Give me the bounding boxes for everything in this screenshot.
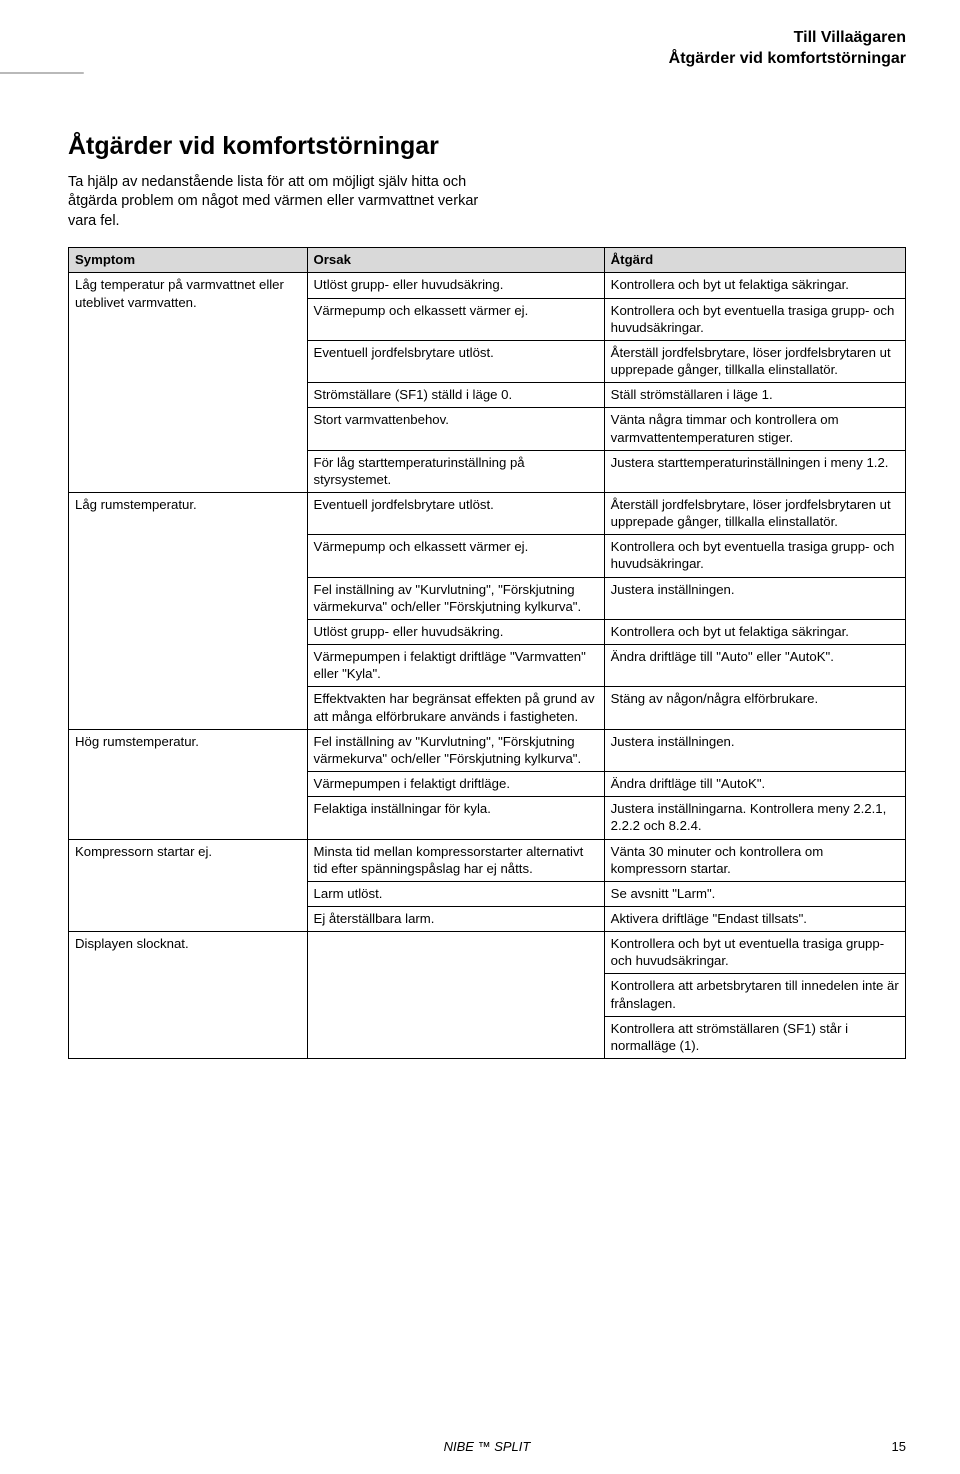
top-rule [0, 72, 84, 74]
cell-orsak: Larm utlöst. [307, 881, 604, 906]
cell-orsak: Värmepump och elkassett värmer ej. [307, 535, 604, 577]
troubleshoot-table: Symptom Orsak Åtgärd Låg temperatur på v… [68, 247, 906, 1059]
cell-orsak: Värmepump och elkassett värmer ej. [307, 298, 604, 340]
footer-page-number: 15 [866, 1439, 906, 1454]
cell-symptom: Displayen slocknat. [69, 932, 308, 1059]
page-title: Åtgärder vid komfortstörningar [68, 132, 906, 161]
th-atgard: Åtgärd [604, 248, 905, 273]
cell-atgard: Stäng av någon/några elförbrukare. [604, 687, 905, 729]
cell-atgard: Kontrollera att arbetsbrytaren till inne… [604, 974, 905, 1016]
cell-orsak: Strömställare (SF1) ställd i läge 0. [307, 383, 604, 408]
th-symptom: Symptom [69, 248, 308, 273]
table-row: Hög rumstemperatur.Fel inställning av "K… [69, 729, 906, 771]
cell-orsak: Utlöst grupp- eller huvudsäkring. [307, 619, 604, 644]
cell-atgard: Se avsnitt "Larm". [604, 881, 905, 906]
cell-orsak: Ej återställbara larm. [307, 906, 604, 931]
cell-atgard: Kontrollera och byt ut eventuella trasig… [604, 932, 905, 974]
footer-center: NIBE ™ SPLIT [108, 1439, 866, 1454]
cell-atgard: Justera inställningen. [604, 577, 905, 619]
table-row: Låg rumstemperatur.Eventuell jordfelsbry… [69, 493, 906, 535]
cell-symptom: Hög rumstemperatur. [69, 729, 308, 839]
cell-atgard: Ändra driftläge till "Auto" eller "AutoK… [604, 645, 905, 687]
cell-atgard: Ändra driftläge till "AutoK". [604, 772, 905, 797]
cell-orsak: Fel inställning av "Kurvlutning", "Försk… [307, 577, 604, 619]
header-line1: Till Villaägaren [68, 28, 906, 49]
cell-symptom: Låg temperatur på varmvattnet eller uteb… [69, 273, 308, 493]
cell-atgard: Kontrollera och byt eventuella trasiga g… [604, 298, 905, 340]
cell-symptom: Låg rumstemperatur. [69, 493, 308, 730]
cell-symptom: Kompressorn startar ej. [69, 839, 308, 932]
cell-orsak: Eventuell jordfelsbrytare utlöst. [307, 493, 604, 535]
table-header-row: Symptom Orsak Åtgärd [69, 248, 906, 273]
cell-atgard: Återställ jordfelsbrytare, löser jordfel… [604, 340, 905, 382]
cell-orsak: Fel inställning av "Kurvlutning", "Försk… [307, 729, 604, 771]
cell-orsak: Värmepumpen i felaktigt driftläge. [307, 772, 604, 797]
footer: NIBE ™ SPLIT 15 [68, 1409, 906, 1454]
cell-atgard: Kontrollera och byt ut felaktiga säkring… [604, 273, 905, 298]
table-row: Displayen slocknat.Kontrollera och byt u… [69, 932, 906, 974]
cell-orsak [307, 932, 604, 1059]
cell-orsak: Effektvakten har begränsat effekten på g… [307, 687, 604, 729]
table-row: Låg temperatur på varmvattnet eller uteb… [69, 273, 906, 298]
cell-atgard: Vänta några timmar och kontrollera om va… [604, 408, 905, 450]
cell-atgard: Kontrollera att strömställaren (SF1) stå… [604, 1016, 905, 1058]
cell-orsak: Utlöst grupp- eller huvudsäkring. [307, 273, 604, 298]
th-orsak: Orsak [307, 248, 604, 273]
cell-atgard: Justera starttemperaturinställningen i m… [604, 450, 905, 492]
cell-atgard: Justera inställningarna. Kontrollera men… [604, 797, 905, 839]
cell-orsak: Felaktiga inställningar för kyla. [307, 797, 604, 839]
cell-atgard: Ställ strömställaren i läge 1. [604, 383, 905, 408]
cell-atgard: Återställ jordfelsbrytare, löser jordfel… [604, 493, 905, 535]
cell-atgard: Kontrollera och byt eventuella trasiga g… [604, 535, 905, 577]
header-block: Till Villaägaren Åtgärder vid komfortstö… [68, 28, 906, 70]
cell-orsak: För låg starttemperaturinställning på st… [307, 450, 604, 492]
cell-atgard: Aktivera driftläge "Endast tillsats". [604, 906, 905, 931]
header-line2: Åtgärder vid komfortstörningar [68, 49, 906, 70]
intro-paragraph: Ta hjälp av nedanstående lista för att o… [68, 173, 508, 232]
cell-atgard: Kontrollera och byt ut felaktiga säkring… [604, 619, 905, 644]
cell-orsak: Minsta tid mellan kompressorstarter alte… [307, 839, 604, 881]
cell-atgard: Vänta 30 minuter och kontrollera om komp… [604, 839, 905, 881]
table-row: Kompressorn startar ej.Minsta tid mellan… [69, 839, 906, 881]
cell-orsak: Värmepumpen i felaktigt driftläge "Varmv… [307, 645, 604, 687]
cell-orsak: Eventuell jordfelsbrytare utlöst. [307, 340, 604, 382]
cell-orsak: Stort varmvattenbehov. [307, 408, 604, 450]
cell-atgard: Justera inställningen. [604, 729, 905, 771]
